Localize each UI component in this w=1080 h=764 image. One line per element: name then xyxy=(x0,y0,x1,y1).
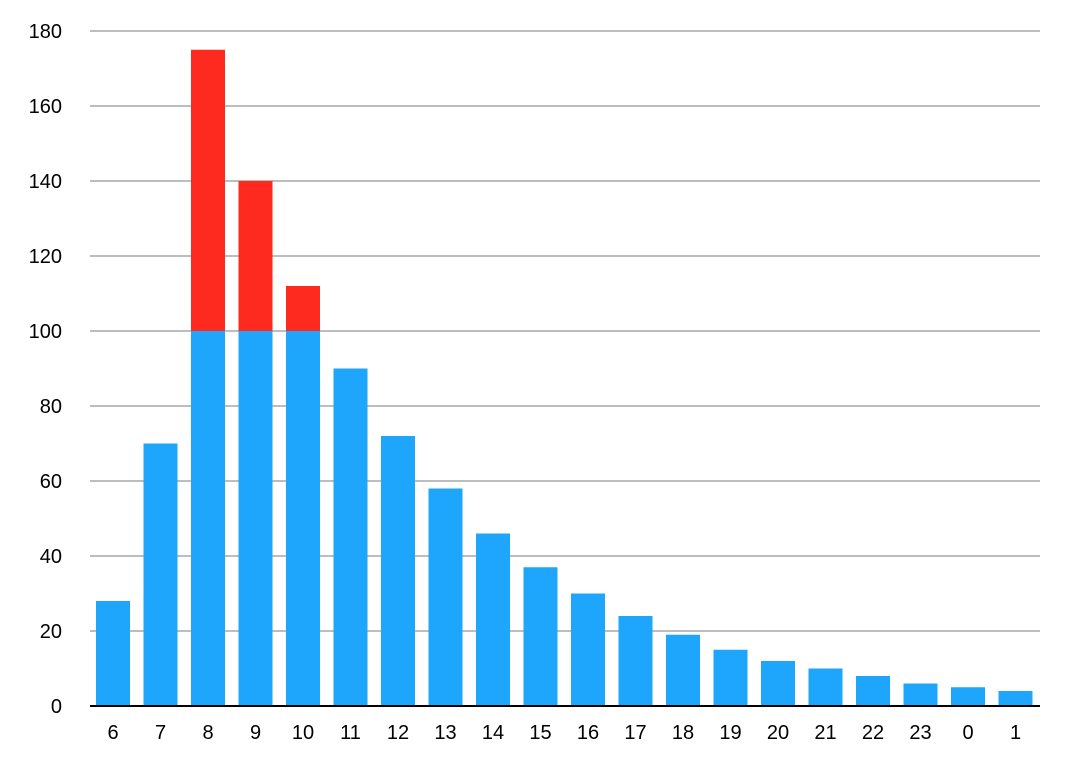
x-tick-label: 21 xyxy=(814,722,836,744)
y-tick-label: 40 xyxy=(40,546,62,568)
x-tick-label: 9 xyxy=(250,722,261,744)
bar-segment-series-1 xyxy=(618,616,653,706)
bar-segment-series-2 xyxy=(238,181,273,331)
bar-segment-series-1 xyxy=(333,368,368,706)
y-tick-label: 60 xyxy=(40,471,62,493)
bar-segment-series-1 xyxy=(903,683,938,706)
x-tick-label: 13 xyxy=(434,722,456,744)
y-tick-label: 180 xyxy=(29,21,62,43)
bar-segment-series-2 xyxy=(191,49,225,331)
bar-segment-series-1 xyxy=(713,649,748,706)
bar-segment-series-1 xyxy=(191,331,225,706)
y-tick-label: 140 xyxy=(29,171,62,193)
x-tick-label: 16 xyxy=(577,722,599,744)
x-tick-label: 0 xyxy=(962,722,973,744)
bar-segment-series-1 xyxy=(951,687,985,706)
bar-segment-series-2 xyxy=(286,286,320,331)
bars xyxy=(96,49,1033,706)
y-tick-label: 80 xyxy=(40,396,62,418)
bar-segment-series-1 xyxy=(571,593,605,706)
bar-segment-series-1 xyxy=(856,676,890,706)
x-axis-tick-labels: 6 7 8 9 10 11 12 13 14 15 16 17 18 19 20 21 22 23 0 1 xyxy=(107,722,1021,744)
x-tick-label: 23 xyxy=(909,722,931,744)
x-tick-label: 8 xyxy=(202,722,213,744)
y-tick-label: 0 xyxy=(51,696,62,718)
bar-segment-series-1 xyxy=(143,443,178,706)
bar-segment-series-1 xyxy=(998,691,1033,706)
x-tick-label: 12 xyxy=(387,722,409,744)
bar-segment-series-1 xyxy=(666,634,700,706)
x-tick-label: 10 xyxy=(292,722,314,744)
x-tick-label: 15 xyxy=(529,722,551,744)
bar-segment-series-1 xyxy=(808,668,843,706)
bar-segment-series-1 xyxy=(761,661,795,706)
bar-segment-series-1 xyxy=(428,488,463,706)
x-tick-label: 1 xyxy=(1010,722,1021,744)
x-tick-label: 20 xyxy=(767,722,789,744)
bar-segment-series-1 xyxy=(476,533,510,706)
bar-segment-series-1 xyxy=(286,331,320,706)
y-tick-label: 20 xyxy=(40,621,62,643)
x-tick-label: 22 xyxy=(862,722,884,744)
bar-segment-series-1 xyxy=(381,436,415,706)
y-tick-label: 160 xyxy=(29,96,62,118)
x-tick-label: 17 xyxy=(624,722,646,744)
x-tick-label: 14 xyxy=(482,722,504,744)
y-tick-label: 120 xyxy=(29,246,62,268)
y-tick-label: 100 xyxy=(29,321,62,343)
bar-segment-series-1 xyxy=(523,567,558,706)
bar-segment-series-1 xyxy=(238,331,273,706)
bar-segment-series-1 xyxy=(96,601,130,706)
gridlines xyxy=(90,30,1040,632)
x-tick-label: 6 xyxy=(107,722,118,744)
y-axis-tick-labels: 0 20 40 60 80 100 120 140 160 180 xyxy=(29,21,62,718)
x-tick-label: 11 xyxy=(340,722,361,744)
x-tick-label: 7 xyxy=(155,722,166,744)
x-tick-label: 18 xyxy=(672,722,694,744)
x-tick-label: 19 xyxy=(719,722,741,744)
